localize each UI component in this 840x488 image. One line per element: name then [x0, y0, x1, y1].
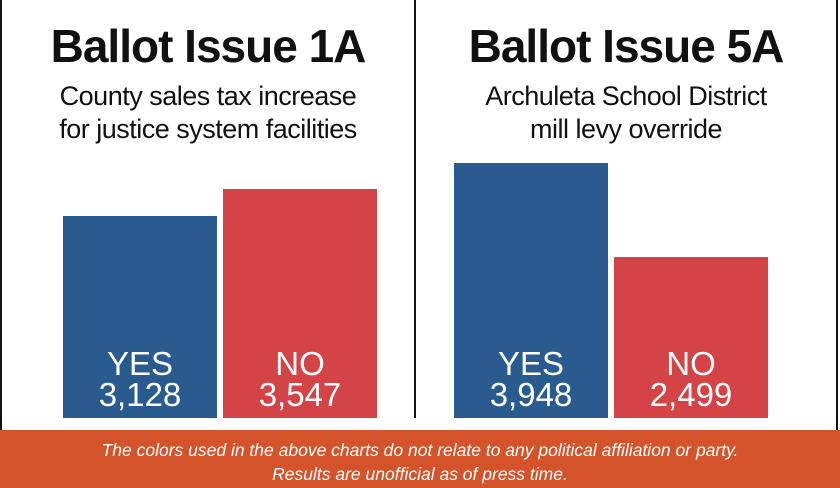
bar-no: NO 2,499: [614, 257, 768, 418]
bar-value-label: 2,499: [649, 376, 733, 413]
ballot-panel-5a: Ballot Issue 5A Archuleta School Distric…: [416, 0, 836, 430]
bar-label: NO 2,499: [614, 345, 768, 413]
ballot-subtitle-line: mill levy override: [529, 114, 723, 144]
bar-category-label: NO: [666, 345, 716, 382]
disclaimer-line: Results are unofficial as of press time.: [272, 464, 568, 484]
bar-category-label: YES: [106, 345, 174, 382]
bar-label: NO 3,547: [223, 345, 377, 413]
bar-category-label: YES: [497, 345, 565, 382]
ballot-subtitle: County sales tax increase for justice sy…: [2, 80, 414, 146]
bar-label: YES 3,948: [454, 345, 608, 413]
bar-label: YES 3,128: [63, 345, 217, 413]
bar-value-label: 3,547: [258, 376, 342, 413]
bar-yes: YES 3,948: [454, 163, 608, 418]
ballot-title: Ballot Issue 1A: [50, 20, 367, 72]
ballot-subtitle-line: County sales tax increase: [59, 81, 357, 111]
bar-yes: YES 3,128: [63, 216, 217, 418]
disclaimer-line: The colors used in the above charts do n…: [101, 440, 739, 460]
bar-value-label: 3,948: [489, 376, 573, 413]
ballot-subtitle: Archuleta School District mill levy over…: [416, 80, 836, 146]
left-frame-border: [0, 0, 2, 430]
ballot-subtitle-line: for justice system facilities: [59, 114, 357, 144]
ballot-panel-1a: Ballot Issue 1A County sales tax increas…: [2, 0, 414, 430]
bar-chart: YES 3,128 NO 3,547: [2, 0, 414, 430]
bar-no: NO 3,547: [223, 189, 377, 418]
ballot-subtitle-line: Archuleta School District: [485, 81, 767, 111]
panel-divider: [414, 0, 416, 418]
disclaimer-banner: The colors used in the above charts do n…: [0, 430, 840, 488]
bar-chart: YES 3,948 NO 2,499: [416, 0, 836, 430]
bar-value-label: 3,128: [98, 376, 182, 413]
bar-category-label: NO: [275, 345, 325, 382]
ballot-title: Ballot Issue 5A: [468, 20, 785, 72]
disclaimer-text: The colors used in the above charts do n…: [0, 438, 840, 486]
right-frame-border: [836, 0, 838, 430]
